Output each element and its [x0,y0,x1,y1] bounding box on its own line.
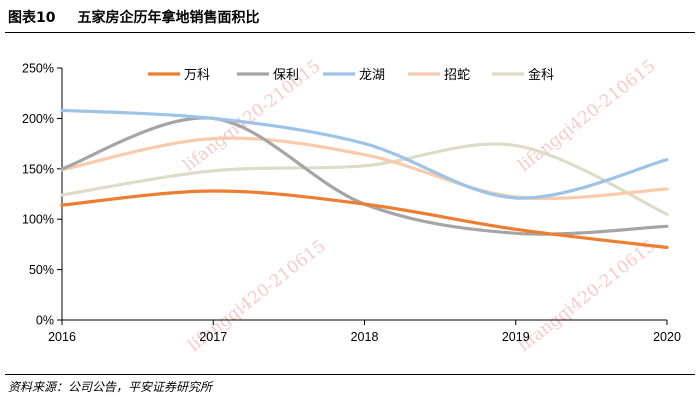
x-tick-label: 2020 [653,330,681,344]
watermark-layer: lifangqi420-210615lifangqi420-210615lifa… [179,56,659,356]
series-layer [60,108,669,249]
source-rule [5,374,695,375]
legend-label: 保利 [273,68,299,83]
y-tick-label: 50% [29,263,54,277]
y-tick-label: 200% [22,112,54,126]
watermark-text: lifangqi420-210615 [514,236,659,356]
legend-label: 龙湖 [359,68,385,83]
legend-label: 万科 [184,68,210,83]
figure-title-text: 五家房企历年拿地销售面积比 [77,10,260,26]
series-line-3 [60,108,669,200]
legend-label: 招蛇 [444,68,470,83]
legend: 万科 保利 龙湖 招蛇 金科 [148,67,554,83]
y-tick-label: 100% [22,213,54,227]
x-tick-label: 2019 [502,330,530,344]
series-line-1 [60,189,669,249]
series-line-5 [60,142,669,216]
x-tick-label: 2018 [351,330,379,344]
axes: 0% 50% 100% 150% 200% 250% 2016 2017 2018 2019 202… [22,62,681,345]
x-tick-label: 2017 [199,330,227,344]
source-note: 资料来源：公司公告，平安证券研究所 [8,380,213,394]
legend-label: 金科 [528,67,554,83]
y-tick-label: 150% [22,162,54,176]
y-tick-label: 0% [36,314,54,328]
title-rule [5,32,695,33]
y-tick-label: 250% [22,62,54,76]
figure-number: 图表10 [8,10,56,26]
series-line-4 [60,136,669,201]
x-tick-label: 2016 [48,330,76,344]
figure-title: 图表10 五家房企历年拿地销售面积比 [8,7,259,27]
